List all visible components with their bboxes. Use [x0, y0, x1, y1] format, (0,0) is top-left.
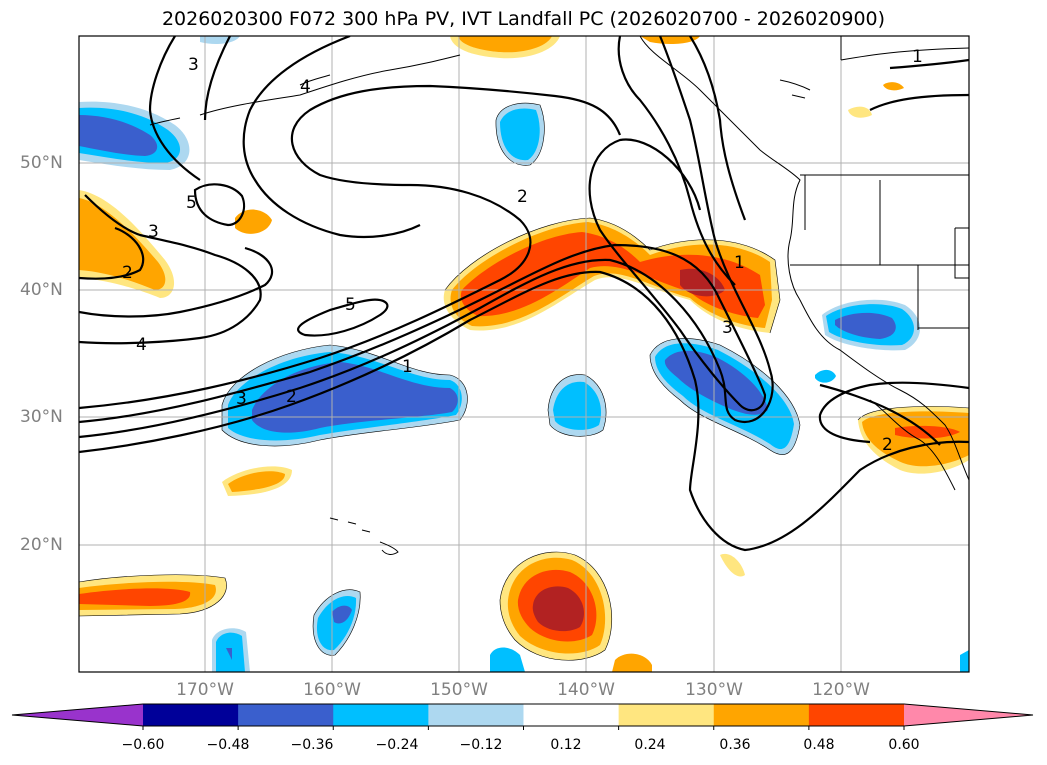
negative-anomaly-central-west	[222, 345, 468, 446]
colorbar-segment	[713, 704, 810, 726]
colorbar-segment	[523, 704, 620, 726]
contour-label: 3	[188, 55, 199, 75]
lat-label-30n: 30°N	[20, 407, 63, 427]
lon-label-170w: 170°W	[176, 680, 234, 700]
colorbar-tick-label: −0.12	[459, 737, 503, 753]
contour-label: 3	[236, 389, 247, 409]
lon-label-150w: 150°W	[430, 680, 488, 700]
contour-label: 2	[286, 387, 297, 407]
lat-label-20n: 20°N	[20, 535, 63, 555]
contour-label: 2	[122, 263, 133, 283]
map-title: 2026020300 F072 300 hPa PV, IVT Landfall…	[161, 8, 886, 30]
colorbar-tick-label: −0.48	[206, 737, 250, 753]
colorbar-segment	[618, 704, 715, 726]
negative-anomaly-northwest	[79, 36, 240, 170]
map-border	[78, 35, 970, 673]
contour-label: 4	[136, 335, 147, 355]
colorbar-tick-label: 0.60	[888, 737, 920, 753]
contour-label: 3	[722, 318, 733, 338]
negative-anomaly-east	[822, 299, 920, 351]
contour-label: 1	[912, 47, 923, 67]
lon-label-140w: 140°W	[557, 680, 615, 700]
positive-anomaly-south	[500, 552, 745, 672]
colorbar-segment	[333, 704, 429, 726]
contour-label: 3	[148, 222, 159, 242]
colorbar-segment	[428, 704, 524, 726]
colorbar-tick-label: 0.48	[803, 737, 835, 753]
pv-contours	[79, 36, 969, 552]
contour-label: 1	[402, 357, 413, 377]
colorbar-tick-label: 0.12	[550, 737, 582, 753]
colorbar-segment	[238, 704, 334, 726]
contour-label: 2	[882, 435, 893, 455]
colorbar-tick-label: −0.60	[121, 737, 165, 753]
positive-anomaly-north	[450, 36, 700, 59]
colorbar-segment	[143, 704, 239, 726]
colorbar-tick-label: 0.36	[719, 737, 751, 753]
positive-anomaly-west	[79, 190, 272, 298]
lon-label-120w: 120°W	[812, 680, 870, 700]
colorbar-tick-label: −0.24	[375, 737, 419, 753]
contour-label: 5	[345, 295, 356, 315]
positive-anomaly-southwest	[79, 466, 292, 616]
lat-label-50n: 50°N	[20, 153, 63, 173]
colorbar-tick-label: 0.24	[634, 737, 666, 753]
colorbar-tick-label: −0.36	[290, 737, 334, 753]
colorbar	[11, 703, 1034, 730]
lon-label-160w: 160°W	[303, 680, 361, 700]
colorbar-extend-high	[904, 704, 1033, 726]
contour-label: 1	[734, 253, 745, 273]
colorbar-segment	[808, 704, 905, 726]
contour-label: 2	[517, 187, 528, 207]
negative-anomaly-small-cells	[212, 103, 969, 672]
lon-label-130w: 130°W	[685, 680, 743, 700]
contour-labels: 3 4 5 3 2 4 5 2 1 3 2 1 1 3 2	[122, 47, 923, 455]
contour-label: 4	[300, 77, 311, 97]
lat-label-40n: 40°N	[20, 280, 63, 300]
contour-label: 5	[186, 193, 197, 213]
colorbar-extend-low	[12, 704, 143, 726]
